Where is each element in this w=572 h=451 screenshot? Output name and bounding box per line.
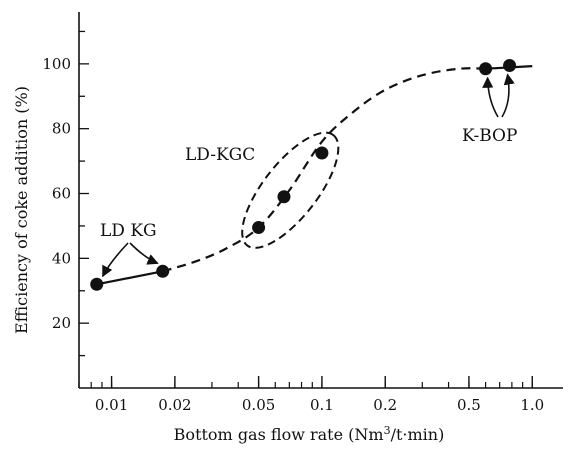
data-points [90,58,517,291]
data-point-k-bop [479,62,493,76]
annotation-ld-kg: LD KG [100,221,157,241]
data-point-ld-kgc [252,221,266,235]
arrow-ld-kg-2 [129,242,159,265]
axes-frame [78,12,563,389]
data-point-k-bop [503,58,517,72]
x-tick-label: 0.1 [310,396,334,414]
ld-kgc-ellipse [241,131,340,249]
curves [96,65,533,286]
y-tick-label: 100 [42,55,71,73]
x-tick-label: 0.2 [373,396,397,414]
x-axis-ticks: 0.01 0.02 0.05 0.1 0.2 0.5 1.0 [78,376,544,414]
data-point-ld-kg [156,264,170,278]
x-axis-label: Bottom gas flow rate (Nm3/t·min) [174,424,445,445]
trend-curve-dashed [162,67,486,273]
x-tick-label: 1.0 [520,396,544,414]
y-axis-label: Efficiency of coke addition (%) [12,86,31,334]
annotation-ld-kgc: LD-KGC [185,145,255,165]
y-tick-label: 40 [52,249,71,267]
x-tick-label: 0.01 [95,396,128,414]
arrow-k-bop-1 [482,76,499,118]
x-tick-label: 0.05 [242,396,275,414]
arrow-k-bop-2 [501,73,515,118]
x-axis-label-main: Bottom gas flow rate (Nm [174,425,384,444]
x-axis-label-sup: 3 [384,424,391,437]
x-tick-label: 0.02 [158,396,191,414]
annotation-k-bop: K-BOP [462,126,517,146]
arrow-ld-kg-1 [102,242,129,278]
annotations: LD KG LD-KGC K-BOP [100,73,517,278]
data-point-ld-kg [90,277,104,291]
y-axis-ticks: 20 40 60 80 100 [42,30,89,357]
y-tick-label: 20 [52,314,71,332]
y-tick-label: 60 [52,185,71,203]
ld-kg-solid-line [96,270,163,286]
y-tick-label: 80 [52,120,71,138]
x-axis-label-tail: /t·min) [391,425,445,444]
data-point-ld-kgc [277,190,291,204]
data-point-ld-kgc [315,146,329,160]
x-tick-label: 0.5 [457,396,481,414]
